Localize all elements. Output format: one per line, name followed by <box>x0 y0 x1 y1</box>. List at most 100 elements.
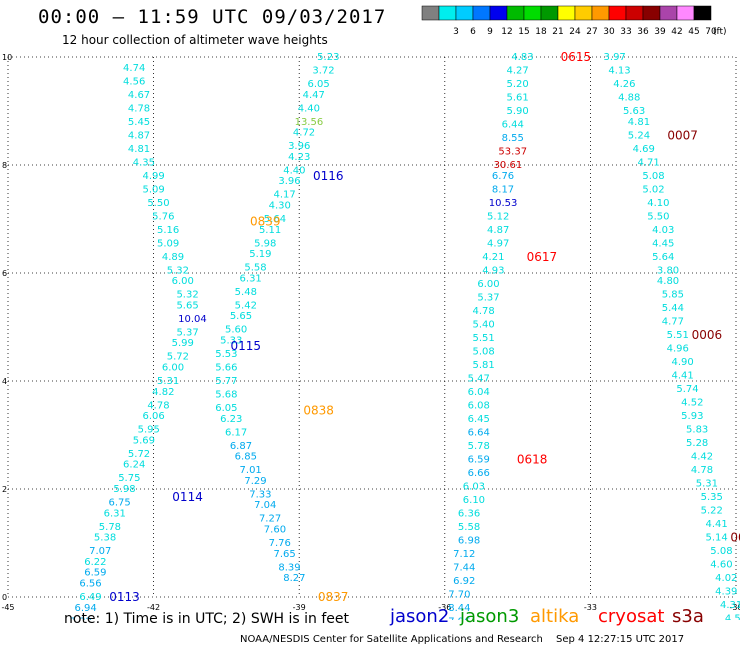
wave-height-value: 5.58 <box>244 263 266 274</box>
wave-height-value: 6.59 <box>468 454 490 465</box>
wave-height-value: 4.99 <box>142 171 164 182</box>
wave-height-value: 4.87 <box>128 130 150 141</box>
wave-height-value: 5.08 <box>642 171 664 182</box>
wave-height-value: 5.44 <box>662 303 684 314</box>
wave-height-value: 5.16 <box>157 225 179 236</box>
wave-height-value: 6.03 <box>463 481 485 492</box>
wave-height-value: 6.66 <box>468 468 490 479</box>
wave-height-value: 4.42 <box>691 452 713 463</box>
wave-height-value: 4.89 <box>162 252 184 263</box>
legend-jason2: jason2 <box>390 606 450 627</box>
wave-height-value: 5.69 <box>133 435 155 446</box>
wave-height-value: 4.80 <box>657 276 679 287</box>
wave-height-value: 7.44 <box>453 562 475 573</box>
pass-label: 0006 <box>692 328 723 342</box>
wave-height-value: 4.31 <box>720 600 740 611</box>
wave-height-value: 4.81 <box>128 144 150 155</box>
wave-height-value: 6.98 <box>458 535 480 546</box>
wave-height-value: 6.00 <box>172 276 194 287</box>
color-scale-label: 27 <box>586 27 597 37</box>
wave-height-value: 4.78 <box>472 306 494 317</box>
wave-height-value: 7.60 <box>264 525 286 536</box>
wave-height-value: 5.23 <box>317 52 339 63</box>
color-scale-label: 18 <box>535 27 547 37</box>
wave-height-value: 6.59 <box>84 568 106 579</box>
wave-height-value: 5.14 <box>705 533 727 544</box>
wave-height-value: 5.32 <box>167 265 189 276</box>
pass-label: 0615 <box>561 50 592 64</box>
wave-height-value: 6.05 <box>215 403 237 414</box>
wave-height-value: 7.12 <box>453 549 475 560</box>
wave-height-value: 4.13 <box>608 66 630 77</box>
page-title: 00:00 – 11:59 UTC 09/03/2017 <box>38 6 387 28</box>
wave-height-value: 4.56 <box>123 76 145 87</box>
wave-height-value: 10.04 <box>178 314 207 325</box>
wave-height-value: 3.96 <box>288 141 310 152</box>
wave-height-value: 8.27 <box>283 573 305 584</box>
wave-height-value: 5.37 <box>477 292 499 303</box>
wave-height-value: 7.01 <box>240 465 262 476</box>
wave-height-value: 6.06 <box>142 411 164 422</box>
wave-height-value: 6.75 <box>108 498 130 509</box>
wave-height-value: 4.78 <box>128 103 150 114</box>
wave-height-value: 4.39 <box>715 587 737 598</box>
wave-height-value: 7.04 <box>254 500 276 511</box>
pass-label: 0839 <box>250 215 281 229</box>
wave-height-value: 7.65 <box>274 549 296 560</box>
wave-height-value: 6.94 <box>75 603 97 614</box>
wave-height-value: 5.65 <box>230 311 252 322</box>
wave-height-value: 4.81 <box>628 117 650 128</box>
color-scale-unit: (ft) <box>713 27 727 37</box>
legend-altika: altika <box>530 606 580 627</box>
x-tick-label: -36 <box>438 603 451 612</box>
wave-height-value: 6.49 <box>79 592 101 603</box>
y-tick-label: 0 <box>2 593 7 602</box>
wave-height-value: 5.65 <box>176 300 198 311</box>
wave-height-value: 5.45 <box>128 117 150 128</box>
wave-height-value: 53.37 <box>498 147 527 158</box>
wave-height-value: 3.80 <box>657 265 679 276</box>
x-tick-label: -39 <box>293 603 306 612</box>
wave-height-value: 4.47 <box>303 90 325 101</box>
wave-height-value: 5.11 <box>259 225 281 236</box>
pass-label: 0005 <box>730 531 740 545</box>
wave-height-value: 5.93 <box>681 411 703 422</box>
color-scale-label: 30 <box>603 27 615 37</box>
color-scale-label: 70 <box>705 27 717 37</box>
wave-height-value: 5.40 <box>472 319 494 330</box>
wave-height-value: 8.39 <box>278 562 300 573</box>
wave-height-value: 4.96 <box>667 344 689 355</box>
wave-height-value: 4.83 <box>511 52 533 63</box>
wave-height-value: 5.74 <box>676 384 698 395</box>
wave-height-value: 4.74 <box>123 63 145 74</box>
pass-label: 0114 <box>172 490 203 504</box>
wave-height-value: 5.64 <box>652 252 674 263</box>
wave-height-value: 6.00 <box>477 279 499 290</box>
wave-height-value: 4.27 <box>506 66 528 77</box>
wave-height-value: 7.70 <box>448 589 470 600</box>
wave-height-value: 8.55 <box>502 133 524 144</box>
wave-height-value: 5.60 <box>225 325 247 336</box>
x-tick-label: -42 <box>147 603 160 612</box>
wave-height-value: 7.29 <box>244 476 266 487</box>
wave-height-value: 4.97 <box>487 238 509 249</box>
wave-height-value: 5.02 <box>642 184 664 195</box>
color-scale-label: 21 <box>552 27 563 37</box>
wave-height-value: 4.40 <box>283 165 305 176</box>
wave-height-value: 6.31 <box>104 508 126 519</box>
pass-label: 0115 <box>231 339 262 353</box>
wave-height-value: 4.03 <box>652 225 674 236</box>
wave-height-value: 4.78 <box>691 465 713 476</box>
wave-height-value: 5.28 <box>686 438 708 449</box>
color-scale-label: 33 <box>620 27 631 37</box>
wave-height-value: 5.64 <box>264 214 286 225</box>
wave-height-value: 4.41 <box>671 371 693 382</box>
color-scale-label: 3 <box>453 27 459 37</box>
legend-cryosat: cryosat <box>598 606 665 627</box>
wave-height-value: 6.31 <box>240 273 262 284</box>
pass-label: 0618 <box>517 452 548 466</box>
y-tick-label: 10 <box>2 53 12 62</box>
legend-s3a: s3a <box>672 606 704 627</box>
color-scale-legend: 3 6 9 12 15 18 21 24 27 30 33 36 39 42 45 70(ft) <box>421 5 727 37</box>
wave-height-value: 5.72 <box>167 352 189 363</box>
